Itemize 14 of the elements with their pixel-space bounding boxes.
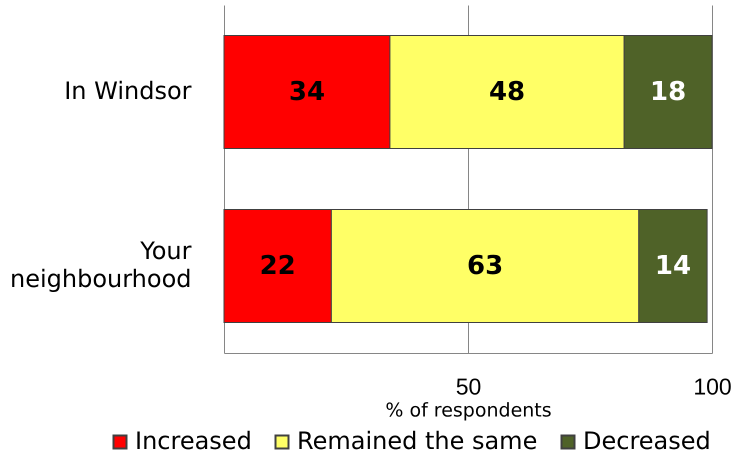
data-label: 22: [260, 251, 296, 281]
x-tick-label: 100: [693, 374, 732, 400]
legend-label: Remained the same: [297, 427, 538, 455]
legend-label: Increased: [135, 427, 252, 455]
data-label: 14: [654, 251, 692, 281]
x-tick-label: 50: [456, 374, 482, 400]
data-label: 48: [488, 77, 526, 107]
legend-label: Decreased: [583, 427, 711, 455]
y-tick-label: In Windsor: [64, 77, 192, 105]
y-tick-label: Your neighbourhood: [10, 237, 192, 293]
data-label: 63: [466, 251, 504, 281]
x-axis-title: % of respondents: [385, 400, 552, 422]
data-label: 18: [650, 77, 686, 107]
data-label: 34: [288, 77, 326, 107]
